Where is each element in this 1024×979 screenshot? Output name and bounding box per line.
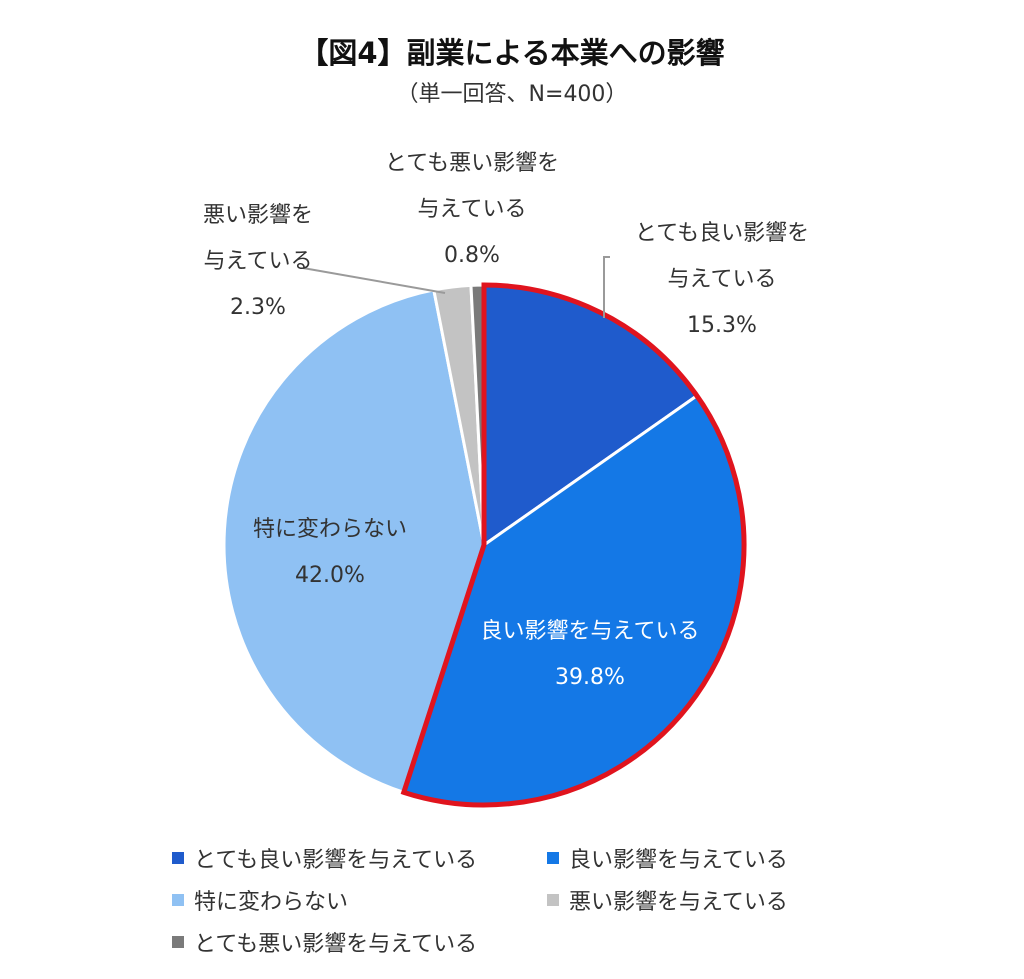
slice-label: 特に変わらない (253, 517, 407, 542)
slice-value-label: 42.0% (295, 563, 365, 588)
legend-label: とても良い影響を与えている (194, 848, 478, 873)
legend-label: 良い影響を与えている (569, 848, 788, 873)
legend-swatch (172, 894, 184, 906)
slice-label: 悪い影響を (203, 203, 313, 228)
slice-value-label: 15.3% (687, 313, 757, 338)
legend-item: 特に変わらない (172, 882, 547, 918)
legend-label: とても悪い影響を与えている (194, 932, 478, 957)
slice-label: 良い影響を与えている (481, 619, 700, 644)
legend-swatch (547, 852, 559, 864)
legend-label: 特に変わらない (194, 890, 349, 915)
legend-swatch (172, 852, 184, 864)
slice-value-label: 2.3% (230, 295, 286, 320)
legend-item: とても良い影響を与えている (172, 840, 547, 876)
slice-label: 与えている (418, 197, 527, 222)
pie-chart: とても良い影響を与えている15.3%良い影響を与えている39.8%特に変わらない… (203, 151, 809, 808)
legend-label: 悪い影響を与えている (569, 890, 788, 915)
legend-item: とても悪い影響を与えている (172, 924, 547, 960)
leader-line (302, 267, 446, 294)
chart-legend: とても良い影響を与えている 良い影響を与えている 特に変わらない 悪い影響を与え… (172, 840, 852, 960)
chart-subtitle: （単一回答、N=400） (396, 82, 628, 107)
slice-value-label: 39.8% (555, 665, 625, 690)
leader-line (603, 256, 610, 318)
chart-title: 【図4】副業による本業への影響 (299, 36, 725, 70)
legend-item: 良い影響を与えている (547, 840, 847, 876)
pie-slice (222, 288, 486, 794)
slice-label: 与えている (668, 267, 777, 292)
legend-item: 悪い影響を与えている (547, 882, 847, 918)
slice-value-label: 0.8% (444, 243, 500, 268)
slice-label: 与えている (204, 249, 313, 274)
legend-swatch (172, 936, 184, 948)
legend-swatch (547, 894, 559, 906)
slice-label: とても良い影響を (635, 221, 809, 246)
slice-label: とても悪い影響を (385, 151, 559, 176)
highlight-outline (400, 282, 747, 808)
